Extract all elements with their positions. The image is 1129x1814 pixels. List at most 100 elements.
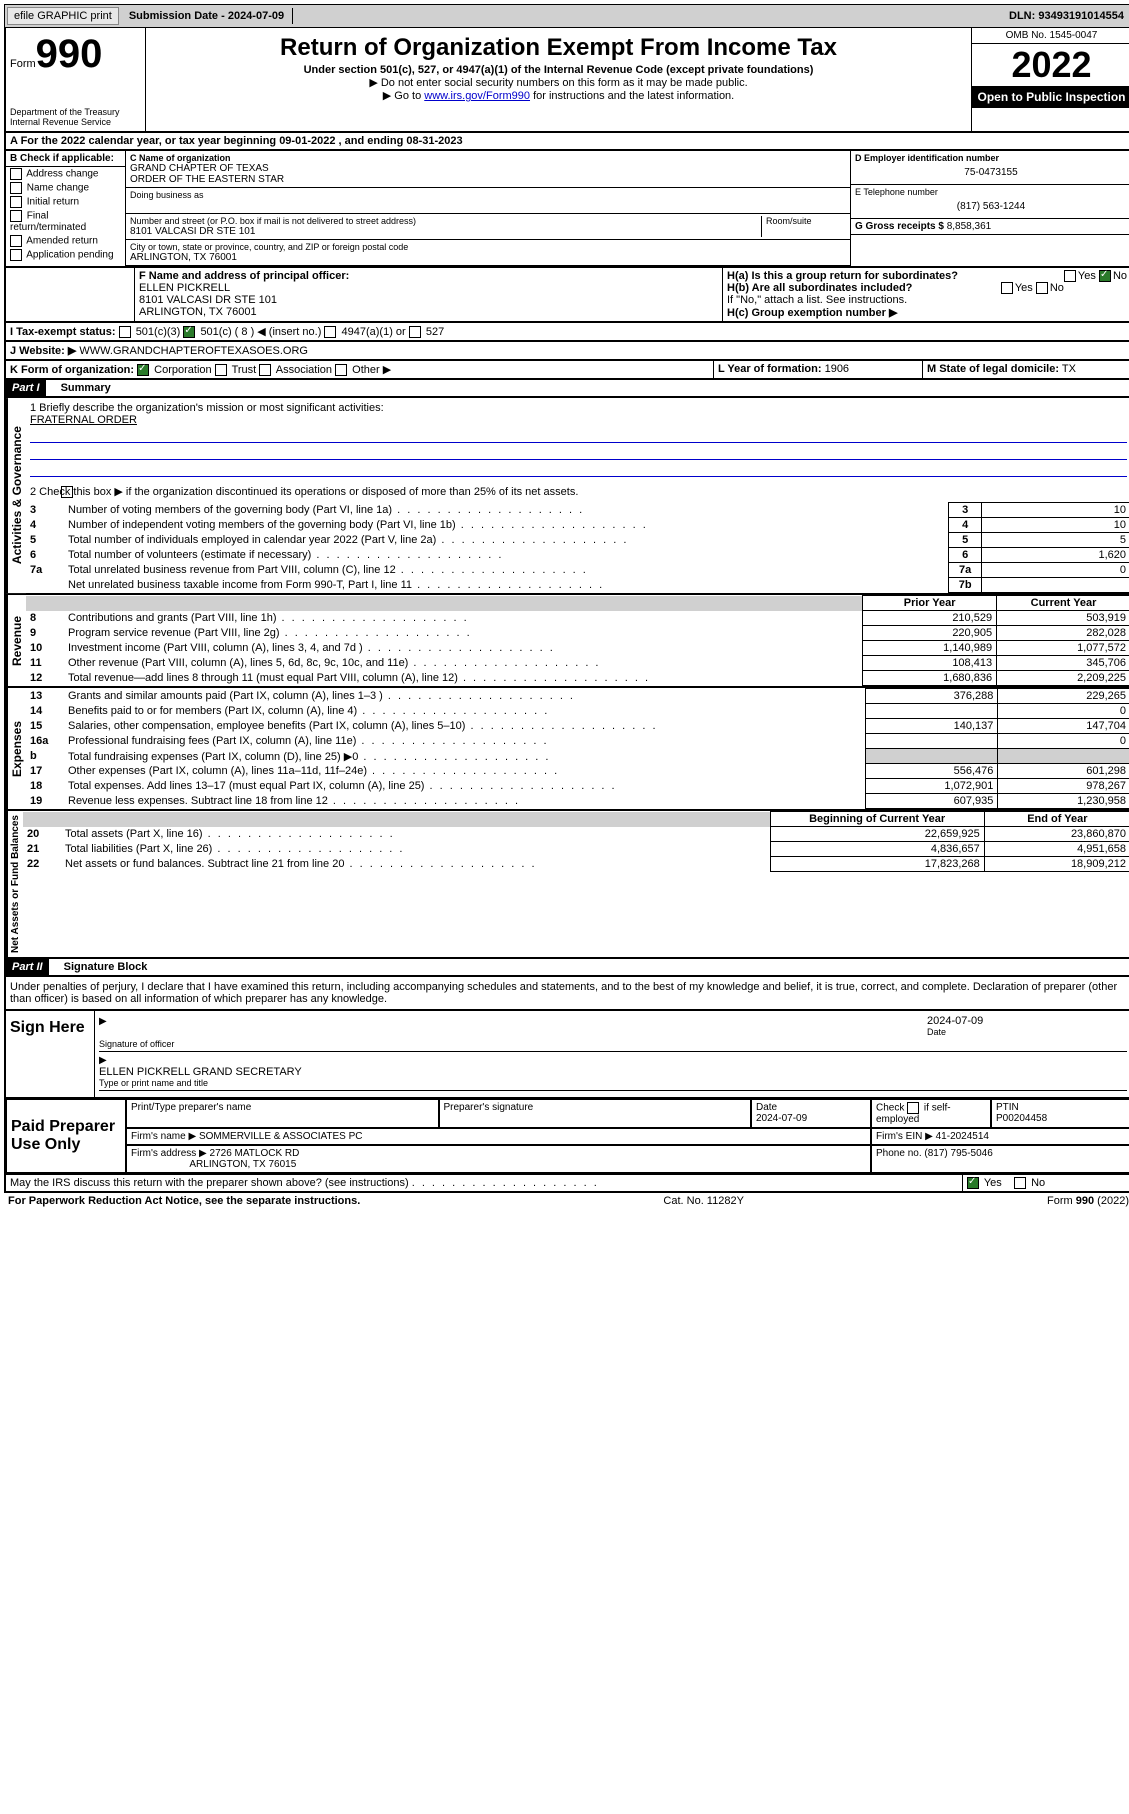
line2-checkbox[interactable] <box>61 486 73 498</box>
section-f-label: F Name and address of principal officer: <box>139 270 718 282</box>
mission-blank-2 <box>30 445 1127 460</box>
table-row: 16aProfessional fundraising fees (Part I… <box>26 734 1129 749</box>
tax-year: 2022 <box>972 44 1129 86</box>
discuss-yes-checkbox[interactable] <box>967 1177 979 1189</box>
form-label: Form <box>10 58 36 70</box>
check-label: Check <box>876 1103 904 1114</box>
yes-label-2: Yes <box>1015 282 1033 294</box>
h-preparer-name: Print/Type preparer's name <box>126 1099 439 1128</box>
section-j-label: J Website: ▶ <box>10 345 76 357</box>
phone: (817) 563-1244 <box>855 197 1127 216</box>
paid-date: 2024-07-09 <box>756 1113 807 1124</box>
part-2-title: Signature Block <box>60 959 152 975</box>
table-row: 17Other expenses (Part IX, column (A), l… <box>26 764 1129 779</box>
street-address: 8101 VALCASI DR STE 101 <box>130 226 761 237</box>
b-opt-checkbox[interactable] <box>10 196 22 208</box>
b-option: Amended return <box>6 234 125 248</box>
table-row: 6Total number of volunteers (estimate if… <box>26 548 1129 563</box>
self-employed-checkbox[interactable] <box>907 1102 919 1114</box>
table-row: 22Net assets or fund balances. Subtract … <box>23 857 1129 872</box>
b-opt-checkbox[interactable] <box>10 249 22 261</box>
hb-no-checkbox[interactable] <box>1036 282 1048 294</box>
table-row: 5Total number of individuals employed in… <box>26 533 1129 548</box>
table-row: 7aTotal unrelated business revenue from … <box>26 563 1129 578</box>
governance-section: Activities & Governance 1 Briefly descri… <box>4 398 1129 595</box>
ptin-value: P00204458 <box>996 1113 1047 1124</box>
line-a: A For the 2022 calendar year, or tax yea… <box>4 133 1129 151</box>
trust-checkbox[interactable] <box>215 364 227 376</box>
officer-addr2: ARLINGTON, TX 76001 <box>139 306 718 318</box>
corp-checkbox[interactable] <box>137 364 149 376</box>
sig-date-label: Date <box>927 1027 1127 1037</box>
form-title: Return of Organization Exempt From Incom… <box>150 34 967 62</box>
part-1-badge: Part I <box>6 380 46 396</box>
line-2-text: 2 Check this box ▶ if the organization d… <box>30 485 1127 498</box>
section-k-label: K Form of organization: <box>10 364 134 376</box>
footer: For Paperwork Reduction Act Notice, see … <box>4 1193 1129 1209</box>
sig-date: 2024-07-09 <box>927 1015 1127 1027</box>
section-b-label: B Check if applicable: <box>6 151 125 167</box>
form990-link[interactable]: www.irs.gov/Form990 <box>424 90 530 102</box>
other-checkbox[interactable] <box>335 364 347 376</box>
hc-label: H(c) Group exemption number ▶ <box>727 306 1127 319</box>
klm-row: K Form of organization: Corporation Trus… <box>4 361 1129 380</box>
4947-checkbox[interactable] <box>324 326 336 338</box>
yes-label: Yes <box>1078 270 1096 282</box>
section-i-label: I Tax-exempt status: <box>10 326 116 338</box>
501c3-checkbox[interactable] <box>119 326 131 338</box>
assoc-checkbox[interactable] <box>259 364 271 376</box>
officer-addr1: 8101 VALCASI DR STE 101 <box>139 294 718 306</box>
section-g-label: G Gross receipts $ <box>855 221 944 232</box>
b-opt-checkbox[interactable] <box>10 210 22 222</box>
org-name-1: GRAND CHAPTER OF TEXAS <box>130 163 846 174</box>
b-option: Application pending <box>6 248 125 262</box>
firm-ein: 41-2024514 <box>936 1131 989 1142</box>
form-header: Form990 Department of the Treasury Inter… <box>4 28 1129 133</box>
gross-receipts: 8,858,361 <box>947 221 992 232</box>
declaration-text: Under penalties of perjury, I declare th… <box>4 977 1129 1011</box>
cat-number: Cat. No. 11282Y <box>663 1195 744 1207</box>
org-info-block: B Check if applicable: Address change Na… <box>4 151 1129 268</box>
subtitle-3-post: for instructions and the latest informat… <box>530 90 734 102</box>
domicile-state: TX <box>1062 363 1076 375</box>
table-row: 21Total liabilities (Part X, line 26)4,8… <box>23 842 1129 857</box>
ha-no-checkbox[interactable] <box>1099 270 1111 282</box>
b-opt-checkbox[interactable] <box>10 182 22 194</box>
527-checkbox[interactable] <box>409 326 421 338</box>
netassets-section: Net Assets or Fund Balances Beginning of… <box>4 811 1129 959</box>
discuss-text: May the IRS discuss this return with the… <box>10 1177 409 1189</box>
b-option: Final return/terminated <box>6 209 125 234</box>
table-row: 15Salaries, other compensation, employee… <box>26 719 1129 734</box>
netassets-table: Beginning of Current YearEnd of Year20To… <box>23 811 1129 872</box>
ha-label: H(a) Is this a group return for subordin… <box>727 270 958 282</box>
hb-yes-checkbox[interactable] <box>1001 282 1013 294</box>
open-public-badge: Open to Public Inspection <box>972 86 1129 108</box>
discuss-no: No <box>1031 1177 1045 1189</box>
part-2-badge: Part II <box>6 959 49 975</box>
501c3-label: 501(c)(3) <box>136 326 181 338</box>
table-row: 20Total assets (Part X, line 16)22,659,9… <box>23 827 1129 842</box>
firm-addr1: 2726 MATLOCK RD <box>210 1148 300 1159</box>
b-option: Address change <box>6 167 125 181</box>
h-preparer-sig: Preparer's signature <box>439 1099 752 1128</box>
discuss-no-checkbox[interactable] <box>1014 1177 1026 1189</box>
table-row: 13Grants and similar amounts paid (Part … <box>26 689 1129 704</box>
discuss-yes: Yes <box>984 1177 1002 1189</box>
efile-button[interactable]: efile GRAPHIC print <box>7 7 119 25</box>
h-date: Date <box>756 1102 777 1113</box>
501c-label: 501(c) ( 8 ) ◀ (insert no.) <box>200 326 321 338</box>
501c-checkbox[interactable] <box>183 326 195 338</box>
b-opt-checkbox[interactable] <box>10 168 22 180</box>
subtitle-1: Under section 501(c), 527, or 4947(a)(1)… <box>150 64 967 76</box>
dln-number: DLN: 93493191014554 <box>1001 8 1129 24</box>
discuss-row: May the IRS discuss this return with the… <box>4 1175 1129 1193</box>
sign-here-label: Sign Here <box>6 1011 95 1097</box>
part-1-title: Summary <box>57 380 115 396</box>
ha-yes-checkbox[interactable] <box>1064 270 1076 282</box>
b-opt-checkbox[interactable] <box>10 235 22 247</box>
4947-label: 4947(a)(1) or <box>342 326 406 338</box>
no-label-2: No <box>1050 282 1064 294</box>
tax-year-range: A For the 2022 calendar year, or tax yea… <box>6 133 1129 149</box>
hb-note: If "No," attach a list. See instructions… <box>727 294 1127 306</box>
omb-number: OMB No. 1545-0047 <box>972 28 1129 44</box>
